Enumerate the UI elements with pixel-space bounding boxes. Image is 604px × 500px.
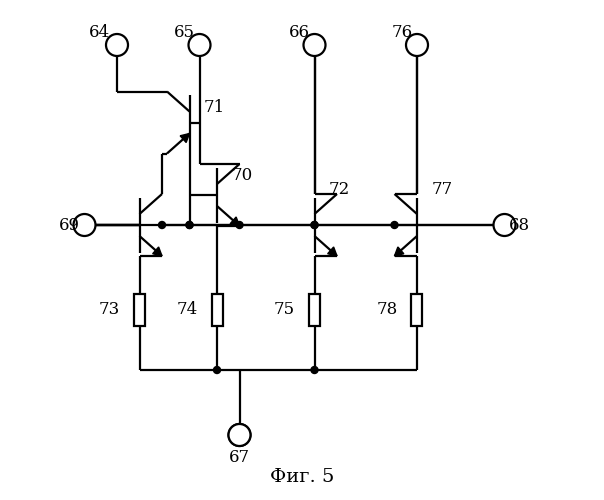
Text: 68: 68: [509, 216, 530, 234]
Text: 78: 78: [376, 302, 397, 318]
Text: 74: 74: [176, 302, 198, 318]
Text: 70: 70: [231, 166, 252, 184]
Bar: [134, 294, 145, 326]
Text: 73: 73: [99, 302, 120, 318]
Text: 77: 77: [431, 182, 452, 198]
Circle shape: [311, 222, 318, 228]
Circle shape: [74, 214, 95, 236]
Text: 76: 76: [391, 24, 413, 41]
Text: 66: 66: [289, 24, 310, 41]
Polygon shape: [180, 134, 190, 142]
Circle shape: [228, 424, 251, 446]
Text: Фиг. 5: Фиг. 5: [270, 468, 334, 486]
Polygon shape: [327, 247, 337, 256]
Bar: [211, 294, 222, 326]
Circle shape: [186, 222, 193, 228]
Bar: [411, 294, 423, 326]
Text: 71: 71: [204, 99, 225, 116]
Circle shape: [228, 424, 251, 446]
Circle shape: [158, 222, 165, 228]
Circle shape: [406, 34, 428, 56]
Text: 69: 69: [59, 216, 80, 234]
Circle shape: [311, 222, 318, 228]
Text: 64: 64: [89, 24, 110, 41]
Polygon shape: [394, 247, 404, 256]
Text: 67: 67: [229, 449, 250, 466]
Text: 72: 72: [329, 182, 350, 198]
Circle shape: [186, 222, 193, 228]
Circle shape: [311, 366, 318, 374]
Text: 65: 65: [174, 24, 195, 41]
Text: 75: 75: [274, 302, 295, 318]
Circle shape: [493, 214, 515, 236]
Polygon shape: [153, 247, 162, 256]
Circle shape: [303, 34, 326, 56]
Circle shape: [188, 34, 211, 56]
Bar: [309, 294, 320, 326]
Circle shape: [391, 222, 398, 228]
Circle shape: [106, 34, 128, 56]
Circle shape: [236, 222, 243, 228]
Circle shape: [213, 366, 220, 374]
Polygon shape: [230, 217, 240, 226]
